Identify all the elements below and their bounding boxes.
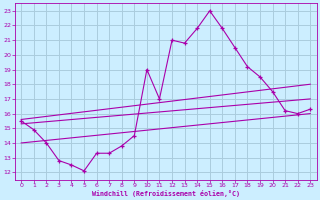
X-axis label: Windchill (Refroidissement éolien,°C): Windchill (Refroidissement éolien,°C) [92, 190, 240, 197]
